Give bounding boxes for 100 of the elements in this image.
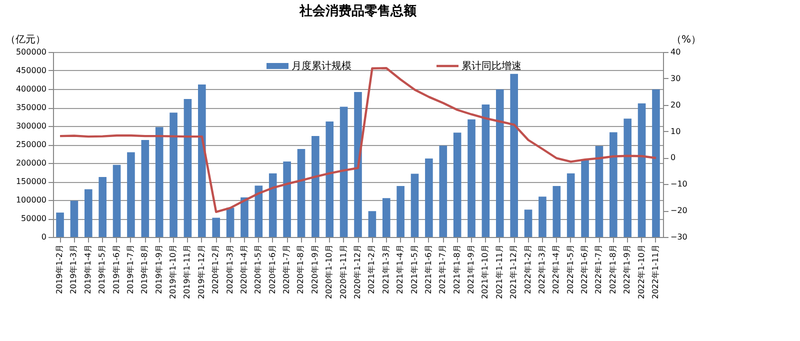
y2-tick-label: 0 xyxy=(670,153,676,162)
bar xyxy=(84,189,92,237)
y-tick-label: 100000 xyxy=(16,196,46,204)
x-tick-label: 2022年1-4月 xyxy=(552,244,561,294)
y-tick-label: 450000 xyxy=(16,66,46,75)
legend-label: 累计同比增速 xyxy=(462,60,522,72)
x-tick-label: 2020年1-8月 xyxy=(296,244,306,294)
bar xyxy=(70,200,78,237)
x-tick-label: 2022年1-10月 xyxy=(636,244,646,300)
x-tick-label: 2021年1-9月 xyxy=(466,244,476,294)
x-tick-label: 2021年1-3月 xyxy=(381,244,390,294)
y2-tick-label: 10 xyxy=(670,126,681,136)
bar xyxy=(410,174,419,237)
y-tick-label: 400000 xyxy=(16,84,46,94)
x-tick-label: 2020年1-5月 xyxy=(254,244,263,294)
bar xyxy=(98,177,106,237)
bar xyxy=(184,98,192,237)
bar xyxy=(326,122,334,237)
bar xyxy=(652,89,660,237)
bar xyxy=(624,118,632,237)
bar xyxy=(468,119,476,237)
bar xyxy=(496,89,504,237)
y2-tick-label: 40 xyxy=(670,48,681,56)
bar xyxy=(340,106,348,237)
y2-tick-label: −30 xyxy=(670,232,688,242)
x-tick-label: 2022年1-7月 xyxy=(594,244,604,294)
bar xyxy=(453,132,462,237)
x-tick-label: 2022年1-11月 xyxy=(650,244,660,300)
bar xyxy=(112,164,121,237)
chart-title: 社会消费品零售总额 xyxy=(298,3,418,19)
y2-tick-label: 30 xyxy=(670,74,681,83)
x-tick-label: 2021年1-8月 xyxy=(452,244,462,294)
bar xyxy=(297,148,306,237)
bar xyxy=(566,173,575,237)
x-tick-label: 2022年1-8月 xyxy=(608,244,618,294)
bar xyxy=(198,84,206,237)
bar xyxy=(382,198,390,237)
x-tick-label: 2019年1-11月 xyxy=(182,244,192,300)
bar xyxy=(226,208,234,237)
bar xyxy=(155,127,164,237)
bar xyxy=(524,210,532,237)
x-tick-label: 2020年1-6月 xyxy=(268,244,277,294)
bar xyxy=(396,186,404,237)
bar xyxy=(240,197,248,237)
y-tick-label: 500000 xyxy=(16,48,46,56)
y-tick-label: 150000 xyxy=(16,177,46,186)
bar xyxy=(212,218,220,237)
x-tick-label: 2020年1-12月 xyxy=(353,244,362,300)
x-tick-label: 2019年1-6月 xyxy=(112,244,121,294)
x-tick-label: 2019年1-4月 xyxy=(83,244,92,294)
y2-tick-label: 20 xyxy=(670,100,681,110)
bar xyxy=(254,186,263,237)
bar xyxy=(538,196,546,237)
x-tick-label: 2019年1-3月 xyxy=(69,244,78,294)
x-tick-label: 2019年1-8月 xyxy=(140,244,150,294)
bar xyxy=(141,140,150,237)
y2-axis-title: （%） xyxy=(672,34,702,46)
y-tick-label: 350000 xyxy=(16,103,46,112)
x-tick-label: 2021年1-4月 xyxy=(396,244,405,294)
x-tick-label: 2022年1-3月 xyxy=(537,244,546,294)
bar xyxy=(510,74,518,237)
x-tick-label: 2022年1-9月 xyxy=(622,244,632,294)
y-tick-label: 250000 xyxy=(16,140,46,149)
x-tick-label: 2021年1-12月 xyxy=(509,244,518,300)
bar xyxy=(170,112,178,237)
x-tick-label: 2020年1-9月 xyxy=(310,244,320,294)
y-tick-label: 200000 xyxy=(16,158,46,168)
bar xyxy=(638,103,646,237)
y-tick-label: 300000 xyxy=(16,122,46,130)
bar xyxy=(354,92,362,237)
y-axis-title: （亿元） xyxy=(6,34,46,46)
x-tick-label: 2020年1-7月 xyxy=(282,244,292,294)
y-tick-label: 50000 xyxy=(21,214,46,223)
bar xyxy=(283,162,291,237)
y2-tick-label: −20 xyxy=(670,206,688,216)
x-tick-label: 2021年1-6月 xyxy=(424,244,433,294)
x-tick-label: 2021年1-7月 xyxy=(438,244,448,294)
bar xyxy=(439,146,448,237)
x-tick-label: 2021年1-2月 xyxy=(367,244,376,294)
x-tick-label: 2020年1-11月 xyxy=(338,244,348,300)
x-tick-label: 2019年1-2月 xyxy=(55,244,64,294)
x-tick-label: 2020年1-3月 xyxy=(225,244,234,294)
x-tick-label: 2019年1-12月 xyxy=(196,244,206,300)
x-tick-label: 2019年1-5月 xyxy=(98,244,107,294)
bar xyxy=(127,152,135,237)
bar xyxy=(312,136,320,237)
bar xyxy=(425,158,433,237)
legend-label: 月度累计规模 xyxy=(292,60,352,72)
x-tick-label: 2021年1-5月 xyxy=(410,244,419,294)
x-tick-label: 2022年1-2月 xyxy=(523,244,532,294)
x-tick-label: 2019年1-7月 xyxy=(126,244,135,294)
bar xyxy=(268,173,277,237)
bar xyxy=(56,212,64,237)
bar xyxy=(482,104,490,237)
bar xyxy=(368,211,376,237)
x-tick-label: 2020年1-2月 xyxy=(211,244,220,294)
x-tick-label: 2022年1-6月 xyxy=(580,244,590,294)
x-tick-label: 2021年1-11月 xyxy=(494,244,504,300)
x-tick-label: 2022年1-5月 xyxy=(566,244,575,294)
bar xyxy=(552,186,561,237)
